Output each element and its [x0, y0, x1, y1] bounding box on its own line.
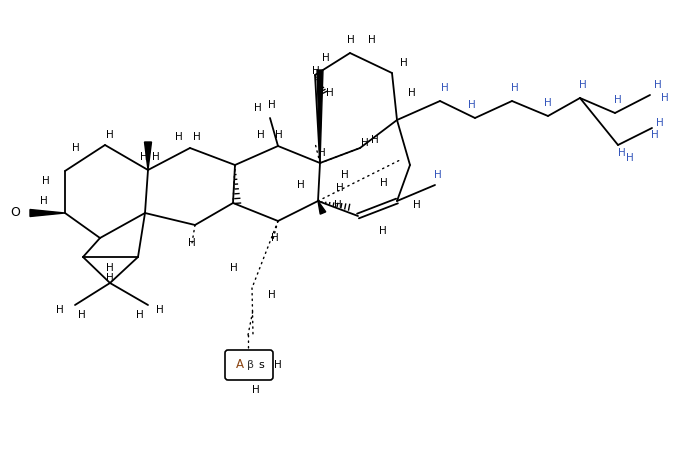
Text: H: H — [334, 200, 342, 210]
Text: H: H — [408, 88, 416, 98]
Polygon shape — [318, 201, 326, 214]
Text: H: H — [106, 263, 114, 273]
Text: H: H — [78, 310, 86, 320]
FancyBboxPatch shape — [225, 350, 273, 380]
Text: H: H — [156, 305, 164, 315]
Text: H: H — [400, 58, 408, 68]
Text: H: H — [312, 66, 320, 76]
Text: H: H — [252, 385, 260, 395]
Text: H: H — [326, 88, 334, 98]
Text: H: H — [413, 200, 421, 210]
Text: H: H — [258, 130, 265, 140]
Text: H: H — [651, 130, 659, 140]
Text: H: H — [318, 148, 326, 158]
Text: H: H — [626, 153, 634, 163]
Text: H: H — [380, 178, 388, 188]
Text: H: H — [73, 143, 80, 153]
Text: H: H — [441, 83, 449, 93]
Polygon shape — [317, 70, 323, 163]
Text: H: H — [368, 35, 376, 45]
Polygon shape — [30, 209, 65, 217]
Text: s: s — [258, 360, 264, 370]
Text: H: H — [661, 93, 669, 103]
Text: H: H — [268, 100, 276, 110]
Text: H: H — [361, 138, 369, 148]
Text: H: H — [268, 290, 276, 300]
Text: H: H — [656, 118, 664, 128]
Text: H: H — [193, 132, 201, 142]
Polygon shape — [144, 142, 151, 170]
Text: H: H — [275, 130, 283, 140]
Text: H: H — [188, 238, 196, 248]
Text: H: H — [434, 170, 442, 180]
Text: A: A — [236, 358, 244, 371]
Text: H: H — [106, 273, 114, 283]
Text: H: H — [140, 152, 148, 162]
Text: H: H — [379, 226, 387, 236]
Text: H: H — [40, 196, 48, 206]
Text: H: H — [371, 135, 379, 145]
Text: H: H — [614, 95, 622, 105]
Text: H: H — [468, 100, 476, 110]
Text: H: H — [175, 132, 183, 142]
Text: H: H — [511, 83, 519, 93]
Text: H: H — [106, 130, 114, 140]
Text: H: H — [271, 233, 279, 243]
Text: H: H — [56, 305, 64, 315]
Text: H: H — [230, 263, 238, 273]
Text: H: H — [341, 170, 349, 180]
Text: H: H — [152, 152, 160, 162]
Text: H: H — [322, 53, 330, 63]
Text: H: H — [254, 103, 262, 113]
Text: H: H — [579, 80, 587, 90]
Text: H: H — [544, 98, 552, 108]
Text: H: H — [43, 176, 50, 186]
Text: H: H — [654, 80, 662, 90]
Text: H: H — [136, 310, 144, 320]
Text: H: H — [336, 183, 344, 193]
Text: H: H — [347, 35, 355, 45]
Text: β: β — [248, 360, 255, 370]
Text: H: H — [297, 180, 305, 190]
Text: H: H — [274, 360, 282, 370]
Text: H: H — [618, 148, 626, 158]
Text: O: O — [10, 207, 20, 220]
